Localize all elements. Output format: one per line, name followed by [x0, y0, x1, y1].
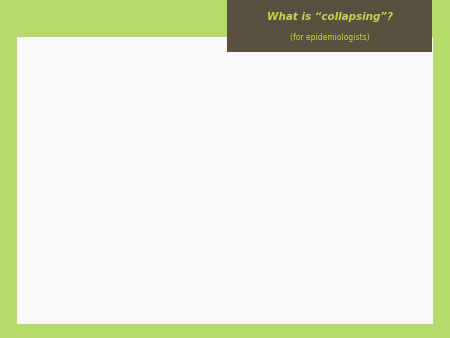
Text: Unexposed: Unexposed	[86, 203, 144, 213]
Text: 37: 37	[268, 178, 282, 188]
Text: 150: 150	[340, 203, 360, 213]
Text: 13: 13	[189, 178, 202, 188]
Bar	[75, 128, 385, 240]
Text: Relative Risk: 2.294118: Relative Risk: 2.294118	[191, 277, 309, 287]
Text: What is “collapsing”?: What is “collapsing”?	[266, 12, 392, 22]
Text: Exposed: Exposed	[93, 178, 137, 188]
Text: Diseased: Diseased	[171, 143, 219, 153]
Text: Odds Ratio: 2.748808: Odds Ratio: 2.748808	[196, 261, 304, 271]
Text: 133: 133	[265, 203, 285, 213]
Text: 30: 30	[189, 224, 202, 234]
Text: (This is a collapsed table; there are no strata): (This is a collapsed table; there are no…	[122, 304, 328, 313]
Text: 170: 170	[265, 224, 285, 234]
Text: Picture a 2x2 tables from Intro Epi:: Picture a 2x2 tables from Intro Epi:	[45, 108, 287, 122]
Text: Total: Total	[338, 143, 362, 153]
Bar	[175, 252, 325, 296]
Text: Total: Total	[103, 224, 127, 234]
Text: 17: 17	[189, 203, 202, 213]
Text: (for epidemiologists): (for epidemiologists)	[290, 33, 369, 42]
Text: 200: 200	[340, 224, 360, 234]
Text: Undiseased: Undiseased	[245, 143, 305, 153]
Text: 50: 50	[343, 178, 356, 188]
